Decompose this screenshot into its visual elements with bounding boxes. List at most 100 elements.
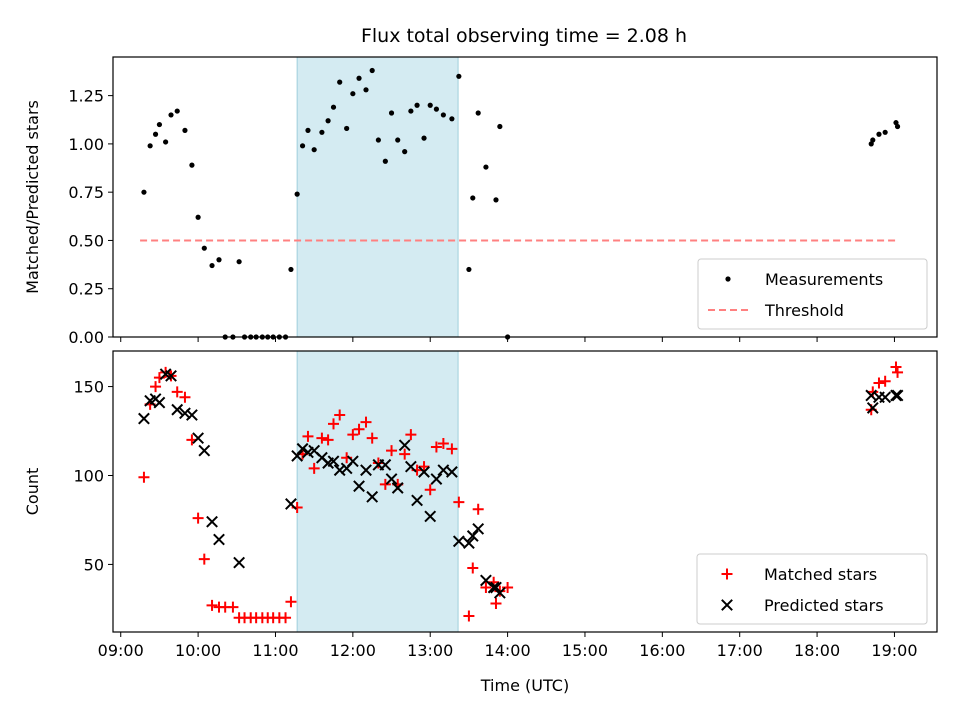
- predicted-star-point: [890, 389, 902, 402]
- x-tick-label: 13:00: [407, 641, 453, 660]
- predicted-star-point: [233, 556, 246, 569]
- matched-star-point: [198, 553, 210, 565]
- predicted-stars-series: [138, 368, 904, 599]
- matched-star-point: [453, 496, 465, 508]
- measurement-point: [369, 67, 375, 74]
- predicted-star-point: [353, 480, 365, 493]
- predicted-star-point: [490, 581, 502, 594]
- y-tick-label: 1.25: [68, 87, 104, 106]
- predicted-star-point: [333, 464, 346, 477]
- x-tick-label: 10:00: [175, 641, 221, 660]
- measurement-point: [356, 75, 362, 81]
- observing-window-shade: [297, 351, 459, 632]
- measurement-point: [470, 195, 476, 201]
- axes-frame: [112, 56, 938, 338]
- measurement-point: [402, 149, 408, 155]
- predicted-star-point: [179, 407, 191, 420]
- matched-star-point: [353, 423, 365, 435]
- measurement-point: [408, 108, 414, 114]
- matched-star-point: [150, 381, 162, 393]
- predicted-star-point: [385, 473, 398, 485]
- measurement-point: [195, 214, 201, 220]
- measurement-point: [344, 125, 350, 132]
- matched-star-point: [879, 375, 891, 387]
- x-tick-label: 12:00: [330, 641, 376, 660]
- predicted-star-point: [366, 490, 379, 503]
- measurement-point: [325, 118, 331, 124]
- measurement-point: [350, 91, 356, 97]
- predicted-star-point: [462, 537, 475, 549]
- matched-star-point: [424, 484, 436, 496]
- measurement-point: [168, 112, 174, 118]
- y-tick-label: 1.00: [68, 135, 104, 154]
- measurement-point: [182, 127, 188, 133]
- predicted-star-point: [866, 402, 879, 414]
- matched-stars-series: [138, 361, 904, 624]
- matched-star-point: [328, 418, 340, 430]
- predicted-star-point: [138, 412, 150, 425]
- measurement-point: [152, 131, 159, 137]
- measurement-point: [870, 137, 876, 143]
- measurements-series: [141, 67, 901, 340]
- measurement-point: [427, 102, 433, 108]
- axes-frame: [112, 350, 938, 633]
- predicted-star-point: [346, 455, 359, 468]
- predicted-star-point: [327, 455, 340, 468]
- predicted-star-point: [424, 510, 437, 523]
- y-tick-label: 0.75: [68, 183, 104, 202]
- legend-marker-dot: [725, 276, 731, 282]
- x-tick-label: 11:00: [252, 641, 298, 660]
- measurement-point: [141, 189, 147, 195]
- measurement-point: [294, 191, 300, 197]
- x-tick-label: 09:00: [98, 641, 144, 660]
- matched-star-point: [873, 377, 885, 389]
- measurement-point: [305, 127, 311, 133]
- matched-star-point: [308, 462, 320, 474]
- y-tick-label: 0.50: [68, 231, 104, 250]
- matched-star-point: [467, 562, 479, 574]
- measurement-point: [388, 110, 395, 116]
- measurement-point: [363, 87, 369, 93]
- top-panel: 0.00 0.25 0.50 0.75 1.00 1.25 Matched/Predicte…: [23, 56, 938, 347]
- matched-star-point: [334, 409, 346, 421]
- chart-title: Flux total observing time = 2.08 h: [361, 25, 687, 47]
- measurement-point: [236, 259, 242, 265]
- matched-star-point: [446, 443, 458, 455]
- measurement-point: [395, 137, 401, 143]
- x-tick-label: 17:00: [717, 641, 763, 660]
- matched-star-point: [227, 601, 239, 613]
- matched-star-point: [379, 478, 391, 490]
- measurement-point: [440, 112, 446, 118]
- measurement-point: [483, 164, 489, 170]
- matched-star-point: [285, 596, 297, 608]
- measurement-point: [299, 143, 306, 149]
- matched-star-point: [360, 416, 372, 428]
- matched-star-point: [437, 437, 449, 449]
- x-tick-label: 18:00: [794, 641, 840, 660]
- y-tick-label: 100: [73, 466, 104, 485]
- predicted-star-point: [186, 409, 198, 421]
- predicted-star-point: [360, 464, 372, 477]
- legend-box: [696, 553, 928, 625]
- measurement-point: [375, 137, 381, 143]
- measurement-point: [216, 257, 222, 263]
- matched-star-point: [138, 471, 150, 483]
- measurement-point: [382, 158, 388, 164]
- predicted-star-point: [153, 396, 166, 409]
- measurement-point: [174, 108, 180, 114]
- matched-star-point: [480, 582, 492, 594]
- measurement-point: [201, 245, 207, 251]
- predicted-star-point: [398, 439, 411, 452]
- predicted-star-point: [493, 586, 506, 599]
- measurement-point: [147, 143, 153, 149]
- predicted-star-point: [466, 530, 479, 542]
- measurement-point: [497, 123, 503, 130]
- legend-entry-label: Measurements: [765, 270, 883, 289]
- measurement-point: [337, 79, 343, 85]
- predicted-star-point: [213, 533, 225, 546]
- matched-star-point: [206, 599, 218, 611]
- y-tick-label: 0.00: [68, 328, 104, 347]
- legend-marker-x: [721, 599, 733, 611]
- matched-star-point: [316, 432, 328, 444]
- y-tick-label: 0.25: [68, 280, 104, 299]
